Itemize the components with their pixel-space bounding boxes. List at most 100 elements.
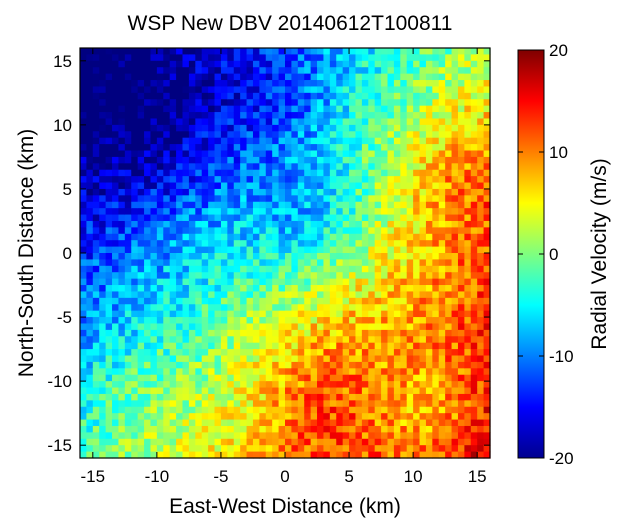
heatmap-cell [413, 432, 421, 440]
heatmap-cell [323, 156, 331, 164]
heatmap-cell [124, 99, 132, 107]
heatmap-cell [259, 176, 267, 184]
heatmap-cell [118, 278, 126, 286]
heatmap-cell [464, 60, 472, 68]
heatmap-cell [342, 317, 350, 325]
heatmap-cell [400, 118, 408, 126]
heatmap-cell [355, 329, 363, 337]
heatmap-cell [112, 80, 120, 88]
heatmap-cell [137, 342, 145, 350]
heatmap-cell [387, 253, 395, 261]
heatmap-cell [278, 246, 286, 254]
heatmap-cell [323, 349, 331, 357]
heatmap-cell [483, 317, 491, 325]
heatmap-cell [131, 323, 139, 331]
heatmap-cell [220, 246, 228, 254]
heatmap-cell [419, 317, 427, 325]
heatmap-cell [150, 342, 158, 350]
heatmap-cell [406, 131, 414, 139]
heatmap-cell [208, 304, 216, 312]
heatmap-cell [355, 86, 363, 94]
heatmap-cell [368, 137, 376, 145]
heatmap-cell [252, 413, 260, 421]
heatmap-cell [317, 48, 325, 56]
heatmap-cell [291, 214, 299, 222]
heatmap-cell [214, 60, 222, 68]
heatmap-cell [137, 406, 145, 414]
heatmap-cell [451, 336, 459, 344]
heatmap-cell [438, 246, 446, 254]
heatmap-cell [240, 214, 248, 222]
heatmap-cell [105, 387, 113, 395]
heatmap-cell [425, 80, 433, 88]
heatmap-cell [355, 144, 363, 152]
heatmap-cell [124, 214, 132, 222]
heatmap-cell [105, 393, 113, 401]
heatmap-cell [201, 272, 209, 280]
heatmap-cell [124, 393, 132, 401]
heatmap-cell [214, 374, 222, 382]
heatmap-cell [265, 438, 273, 446]
heatmap-cell [86, 342, 94, 350]
heatmap-cell [124, 438, 132, 446]
heatmap-cell [80, 227, 88, 235]
heatmap-cell [355, 195, 363, 203]
heatmap-cell [406, 393, 414, 401]
heatmap-cell [323, 265, 331, 273]
heatmap-cell [406, 355, 414, 363]
heatmap-cell [208, 137, 216, 145]
heatmap-cell [310, 240, 318, 248]
heatmap-cell [99, 425, 107, 433]
heatmap-cell [182, 163, 190, 171]
heatmap-cell [323, 438, 331, 446]
heatmap-cell [176, 285, 184, 293]
heatmap-cell [445, 272, 453, 280]
heatmap-cell [220, 317, 228, 325]
heatmap-cell [406, 144, 414, 152]
heatmap-cell [124, 48, 132, 56]
heatmap-cell [342, 342, 350, 350]
heatmap-cell [214, 361, 222, 369]
heatmap-cell [349, 137, 357, 145]
heatmap-cell [457, 80, 465, 88]
heatmap-cell [233, 131, 241, 139]
heatmap-cell [323, 150, 331, 158]
heatmap-cell [246, 240, 254, 248]
heatmap-cell [470, 92, 478, 100]
heatmap-cell [233, 317, 241, 325]
heatmap-cell [451, 425, 459, 433]
heatmap-cell [169, 163, 177, 171]
heatmap-cell [483, 150, 491, 158]
heatmap-cell [355, 368, 363, 376]
heatmap-cell [227, 118, 235, 126]
heatmap-cell [285, 349, 293, 357]
heatmap-cell [323, 317, 331, 325]
y-tick-label: 15 [53, 52, 72, 71]
heatmap-cell [137, 438, 145, 446]
heatmap-cell [92, 291, 100, 299]
heatmap-cell [374, 188, 382, 196]
heatmap-cell [227, 188, 235, 196]
heatmap-cell [176, 182, 184, 190]
heatmap-cell [374, 176, 382, 184]
heatmap-cell [329, 451, 337, 459]
heatmap-cell [387, 425, 395, 433]
heatmap-cell [86, 182, 94, 190]
heatmap-cell [188, 220, 196, 228]
heatmap-cell [381, 92, 389, 100]
heatmap-cell [477, 329, 485, 337]
heatmap-cell [457, 393, 465, 401]
heatmap-cell [438, 240, 446, 248]
heatmap-cell [355, 285, 363, 293]
heatmap-cell [310, 374, 318, 382]
heatmap-cell [112, 278, 120, 286]
heatmap-cell [112, 220, 120, 228]
heatmap-cell [214, 432, 222, 440]
heatmap-cell [144, 297, 152, 305]
heatmap-cell [131, 240, 139, 248]
heatmap-cell [304, 195, 312, 203]
heatmap-cell [156, 80, 164, 88]
heatmap-cell [464, 201, 472, 209]
heatmap-cell [156, 291, 164, 299]
heatmap-cell [201, 156, 209, 164]
